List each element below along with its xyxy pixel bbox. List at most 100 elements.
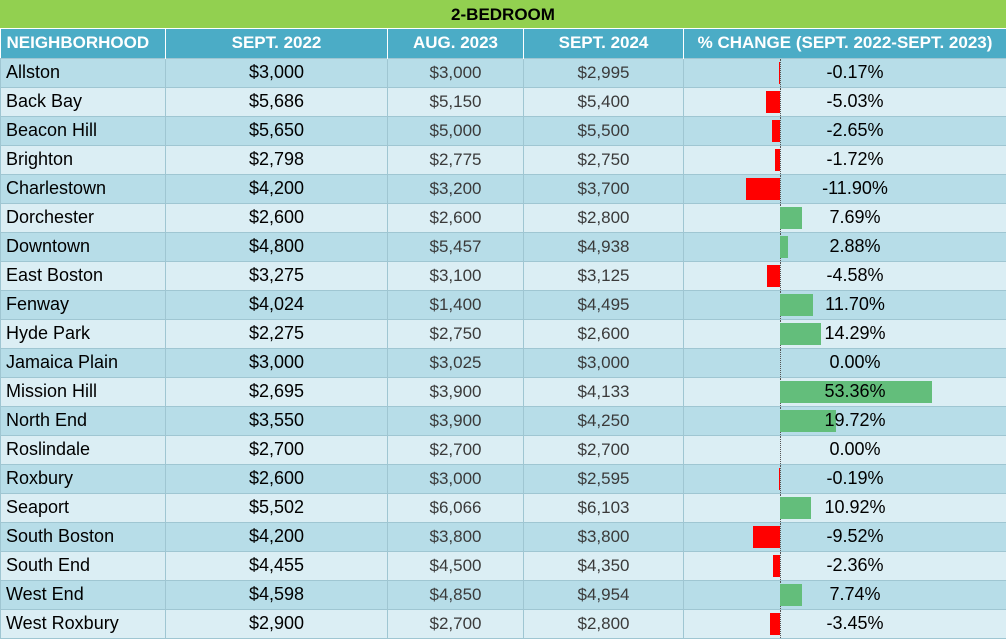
pct-change-value: -3.45% xyxy=(806,613,883,633)
aug-2023-cell: $4,850 xyxy=(388,580,524,609)
negative-data-bar xyxy=(775,149,780,171)
sept-2022-cell: $4,200 xyxy=(166,174,388,203)
neighborhood-cell: Brighton xyxy=(1,145,166,174)
sept-2024-cell: $4,350 xyxy=(524,551,684,580)
zero-axis xyxy=(780,523,781,551)
table-row: East Boston$3,275$3,100$3,125-4.58% xyxy=(1,261,1006,290)
negative-data-bar xyxy=(772,120,780,142)
pct-change-value: 2.88% xyxy=(809,236,880,256)
neighborhood-cell: Downtown xyxy=(1,232,166,261)
sept-2024-cell: $5,400 xyxy=(524,87,684,116)
sept-2022-cell: $4,598 xyxy=(166,580,388,609)
neighborhood-cell: Mission Hill xyxy=(1,377,166,406)
positive-data-bar xyxy=(780,236,788,258)
sept-2022-cell: $4,200 xyxy=(166,522,388,551)
pct-change-value: -11.90% xyxy=(802,178,888,198)
aug-2023-cell: $2,700 xyxy=(388,435,524,464)
sept-2022-cell: $5,686 xyxy=(166,87,388,116)
zero-axis xyxy=(780,262,781,290)
sept-2022-cell: $2,600 xyxy=(166,203,388,232)
aug-2023-cell: $1,400 xyxy=(388,290,524,319)
negative-data-bar xyxy=(770,613,780,635)
aug-2023-cell: $3,200 xyxy=(388,174,524,203)
sept-2024-cell: $2,600 xyxy=(524,319,684,348)
zero-axis xyxy=(780,465,781,493)
pct-change-cell: -0.17% xyxy=(684,58,1006,87)
pct-change-cell: 7.69% xyxy=(684,203,1006,232)
sept-2022-cell: $3,550 xyxy=(166,406,388,435)
sept-2022-cell: $2,900 xyxy=(166,609,388,638)
negative-data-bar xyxy=(766,91,780,113)
sept-2022-cell: $3,275 xyxy=(166,261,388,290)
zero-axis xyxy=(780,610,781,638)
positive-data-bar xyxy=(780,584,802,606)
pct-change-value: 11.70% xyxy=(805,294,885,314)
pct-change-value: 14.29% xyxy=(804,323,885,343)
zero-axis xyxy=(780,436,781,464)
pct-change-cell: -0.19% xyxy=(684,464,1006,493)
sept-2022-cell: $5,502 xyxy=(166,493,388,522)
aug-2023-cell: $3,000 xyxy=(388,58,524,87)
neighborhood-cell: West End xyxy=(1,580,166,609)
pct-change-value: 7.74% xyxy=(809,584,880,604)
pct-change-cell: -2.65% xyxy=(684,116,1006,145)
table-row: Roxbury$2,600$3,000$2,595-0.19% xyxy=(1,464,1006,493)
negative-data-bar xyxy=(773,555,780,577)
sept-2024-cell: $2,595 xyxy=(524,464,684,493)
zero-axis xyxy=(780,175,781,203)
header-sept-2024: SEPT. 2024 xyxy=(524,29,684,58)
negative-data-bar xyxy=(753,526,780,548)
pct-change-cell: -1.72% xyxy=(684,145,1006,174)
aug-2023-cell: $5,457 xyxy=(388,232,524,261)
pct-change-cell: -4.58% xyxy=(684,261,1006,290)
sept-2024-cell: $2,750 xyxy=(524,145,684,174)
neighborhood-cell: Roslindale xyxy=(1,435,166,464)
sept-2024-cell: $4,250 xyxy=(524,406,684,435)
neighborhood-cell: Beacon Hill xyxy=(1,116,166,145)
zero-axis xyxy=(780,349,781,377)
sept-2024-cell: $3,700 xyxy=(524,174,684,203)
aug-2023-cell: $3,025 xyxy=(388,348,524,377)
pct-change-value: -0.17% xyxy=(806,62,883,82)
aug-2023-cell: $3,800 xyxy=(388,522,524,551)
pct-change-value: -2.36% xyxy=(806,555,883,575)
pct-change-value: 0.00% xyxy=(809,352,880,372)
sept-2024-cell: $3,800 xyxy=(524,522,684,551)
pct-change-cell: -11.90% xyxy=(684,174,1006,203)
pct-change-value: -1.72% xyxy=(806,149,883,169)
rent-table: NEIGHBORHOOD SEPT. 2022 AUG. 2023 SEPT. … xyxy=(0,29,1006,639)
pct-change-cell: 14.29% xyxy=(684,319,1006,348)
pct-change-value: 53.36% xyxy=(804,381,885,401)
aug-2023-cell: $2,775 xyxy=(388,145,524,174)
pct-change-value: 19.72% xyxy=(804,410,885,430)
sept-2022-cell: $2,275 xyxy=(166,319,388,348)
header-aug-2023: AUG. 2023 xyxy=(388,29,524,58)
sept-2024-cell: $2,800 xyxy=(524,203,684,232)
sept-2024-cell: $4,938 xyxy=(524,232,684,261)
sept-2022-cell: $4,024 xyxy=(166,290,388,319)
pct-change-value: 10.92% xyxy=(804,497,885,517)
neighborhood-cell: Hyde Park xyxy=(1,319,166,348)
table-body: Allston$3,000$3,000$2,995-0.17%Back Bay$… xyxy=(1,58,1006,638)
aug-2023-cell: $6,066 xyxy=(388,493,524,522)
zero-axis xyxy=(780,117,781,145)
sept-2024-cell: $2,995 xyxy=(524,58,684,87)
aug-2023-cell: $2,750 xyxy=(388,319,524,348)
neighborhood-cell: Jamaica Plain xyxy=(1,348,166,377)
sept-2022-cell: $3,000 xyxy=(166,348,388,377)
sept-2024-cell: $4,133 xyxy=(524,377,684,406)
pct-change-value: -0.19% xyxy=(806,468,883,488)
header-sept-2022: SEPT. 2022 xyxy=(166,29,388,58)
pct-change-cell: 11.70% xyxy=(684,290,1006,319)
neighborhood-cell: South End xyxy=(1,551,166,580)
sept-2024-cell: $4,495 xyxy=(524,290,684,319)
pct-change-cell: 53.36% xyxy=(684,377,1006,406)
neighborhood-cell: East Boston xyxy=(1,261,166,290)
table-row: West Roxbury$2,900$2,700$2,800-3.45% xyxy=(1,609,1006,638)
sept-2022-cell: $2,798 xyxy=(166,145,388,174)
